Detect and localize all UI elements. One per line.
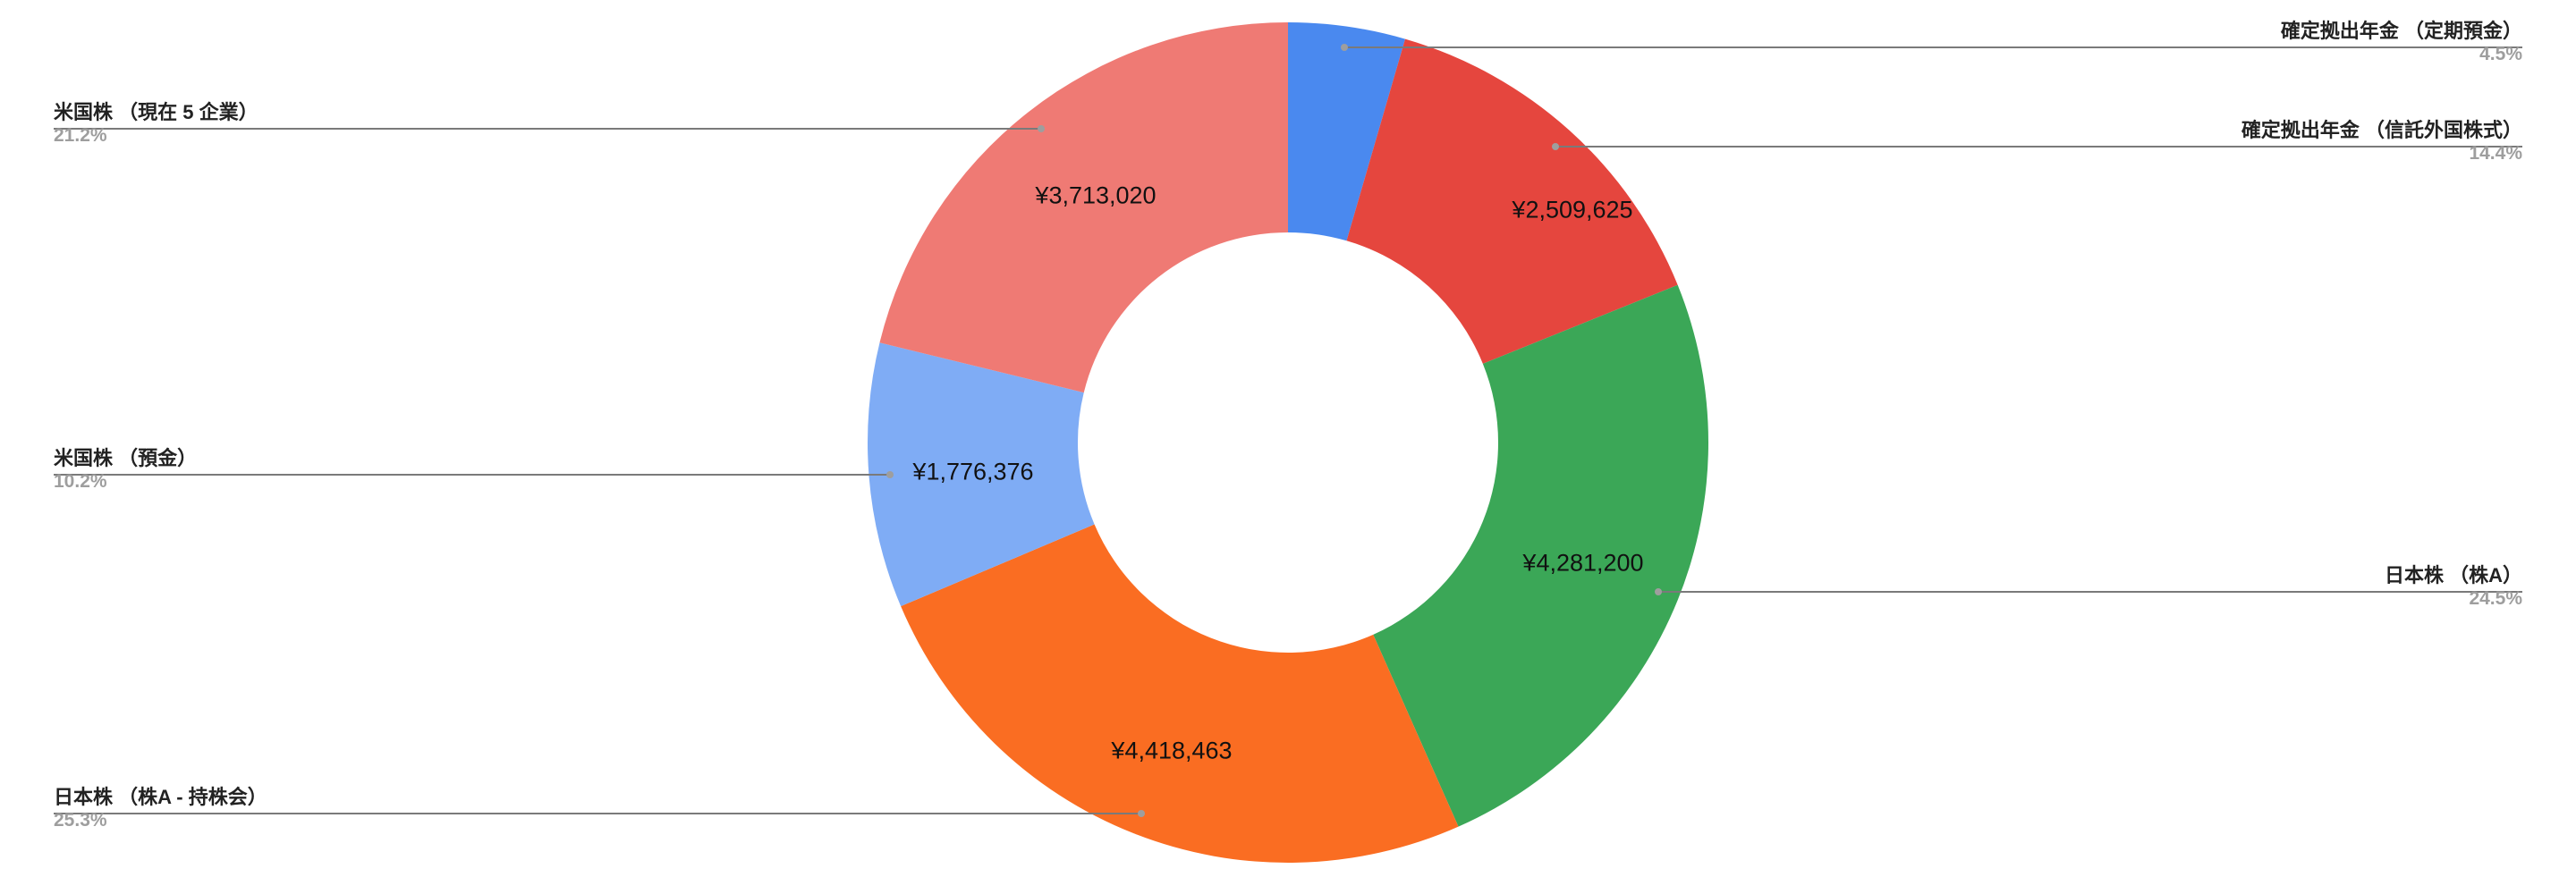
- slice-label-percent: 10.2%: [54, 471, 107, 492]
- slice-label-name: 日本株 （株A - 持株会）: [54, 786, 267, 808]
- slice-label-percent: 25.3%: [54, 810, 107, 831]
- leader-dot: [1552, 143, 1559, 150]
- slice-label-percent: 14.4%: [2469, 143, 2522, 164]
- donut-slice: [1288, 22, 1405, 241]
- donut-slice: [901, 524, 1459, 863]
- slice-label-beikoku-yokin: 米国株 （預金） 10.2%: [54, 447, 197, 493]
- slice-label-percent: 24.5%: [2469, 588, 2522, 609]
- slice-label-name: 米国株 （現在 5 企業）: [54, 101, 258, 123]
- slice-value-nihon-kabu-a: ¥4,281,200: [1522, 549, 1644, 577]
- donut-slices: [868, 21, 1708, 863]
- slice-label-percent: 4.5%: [2479, 44, 2522, 64]
- slice-value-beikoku-5-kigyo: ¥3,713,020: [1035, 181, 1157, 209]
- slice-label-name: 確定拠出年金 （定期預金）: [2280, 20, 2522, 42]
- slice-value-mochikabukai: ¥4,418,463: [1111, 737, 1233, 764]
- slice-label-shintaku-gaikoku: 確定拠出年金 （信託外国株式） 14.4%: [2241, 119, 2522, 165]
- donut-slice: [879, 21, 1288, 393]
- slice-label-beikoku-5-kigyo: 米国株 （現在 5 企業） 21.2%: [54, 101, 258, 148]
- donut-slice: [868, 342, 1095, 607]
- slice-label-percent: 21.2%: [54, 125, 107, 146]
- slice-value-shintaku-gaikoku: ¥2,509,625: [1512, 196, 1633, 224]
- slice-value-beikoku-yokin: ¥1,776,376: [912, 458, 1034, 485]
- slice-label-mochikabukai: 日本株 （株A - 持株会） 25.3%: [54, 786, 267, 832]
- leader-dot: [886, 471, 894, 478]
- slice-label-teiki-yokin: 確定拠出年金 （定期預金） 4.5%: [2281, 20, 2522, 66]
- slice-label-name: 米国株 （預金）: [54, 447, 198, 469]
- donut-slice: [1346, 38, 1678, 364]
- donut-slice: [1373, 284, 1708, 827]
- leader-dot: [1341, 44, 1348, 51]
- leader-dot: [1655, 588, 1662, 595]
- slice-label-name: 日本株 （株A）: [2384, 564, 2522, 586]
- slice-label-nihon-kabu-a: 日本株 （株A） 24.5%: [2385, 564, 2522, 611]
- leader-dot: [1038, 125, 1045, 132]
- slice-label-name: 確定拠出年金 （信託外国株式）: [2241, 119, 2522, 141]
- leader-lines: [54, 44, 2522, 817]
- leader-dot: [1138, 810, 1145, 817]
